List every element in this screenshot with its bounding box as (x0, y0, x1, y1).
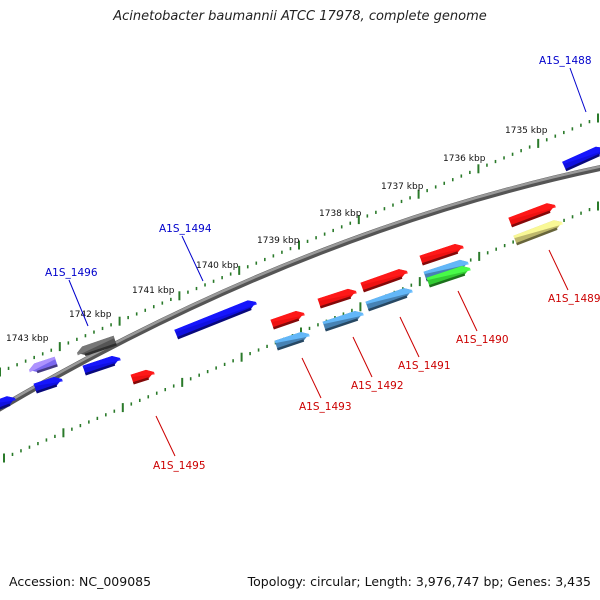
gene-label-a1s-1490: A1S_1490 (456, 334, 509, 346)
tick-label-1736: 1736 kbp (443, 154, 486, 164)
gene-forward-arrow (82, 355, 121, 376)
gene-a1s-1489-arrow (508, 203, 556, 228)
accession-label: Accession: NC_009085 (9, 574, 152, 589)
gene-label-a1s-1495: A1S_1495 (153, 460, 206, 472)
map-title: Acinetobacter baumannii ATCC 17978, comp… (113, 9, 487, 24)
leader-a1s-1488 (569, 67, 587, 113)
gene-forward-arrow (33, 376, 63, 394)
leader-a1s-1492 (352, 336, 373, 378)
gene-green-arrow (426, 265, 471, 288)
gene-a1s-1488-arrow (562, 146, 600, 172)
gene-a1s-1492-arrow (317, 288, 357, 309)
gene-label-a1s-1492: A1S_1492 (351, 380, 404, 392)
gene-violet-arrow (29, 356, 58, 374)
genome-backbone (0, 165, 600, 412)
gene-khaki-arrow (513, 220, 563, 246)
tick-label-1740: 1740 kbp (196, 261, 239, 271)
gene-features (0, 146, 600, 410)
gene-steel-arrow (322, 310, 364, 332)
tick-label-1738: 1738 kbp (319, 209, 362, 219)
topology-summary: Topology: circular; Length: 3,976,747 bp… (247, 574, 591, 589)
kbp-tick-labels: 1735 kbp 1736 kbp 1737 kbp 1738 kbp 1739 kbp… (6, 126, 548, 344)
tick-label-1742: 1742 kbp (69, 310, 112, 320)
gene-a1s-1493-arrow (270, 311, 305, 330)
gene-a1s-1494-arrow (174, 300, 257, 340)
leader-a1s-1491 (399, 316, 420, 358)
gene-label-a1s-1491: A1S_1491 (398, 360, 451, 372)
gene-a1s-1496-arrow (77, 335, 117, 357)
leader-a1s-1494 (181, 235, 204, 282)
gene-steel-arrow (274, 331, 310, 351)
leader-a1s-1495 (155, 415, 176, 457)
leader-a1s-1489 (548, 249, 569, 291)
gene-label-a1s-1489: A1S_1489 (548, 293, 600, 305)
gene-steel-arrow (365, 288, 413, 312)
outer-tick-track (0, 113, 599, 377)
gene-a1s-1495-arrow (130, 369, 155, 385)
gene-a1s-1491-arrow (360, 269, 408, 293)
gene-label-leaders (68, 67, 587, 457)
gene-forward-arrow (0, 396, 16, 410)
leader-a1s-1496 (68, 279, 89, 327)
gene-label-a1s-1488: A1S_1488 (539, 55, 592, 67)
gene-label-a1s-1493: A1S_1493 (299, 401, 352, 413)
leader-a1s-1490 (457, 290, 478, 332)
tick-label-1741: 1741 kbp (132, 286, 175, 296)
gene-label-a1s-1494: A1S_1494 (159, 223, 212, 235)
gene-a1s-1490-arrow (419, 243, 464, 266)
tick-label-1743: 1743 kbp (6, 334, 49, 344)
leader-a1s-1493 (301, 357, 322, 399)
tick-label-1737: 1737 kbp (381, 182, 424, 192)
gene-label-a1s-1496: A1S_1496 (45, 267, 98, 279)
tick-label-1739: 1739 kbp (257, 236, 300, 246)
tick-label-1735: 1735 kbp (505, 126, 548, 136)
gene-labels: A1S_1488 A1S_1494 A1S_1496 A1S_1489 A1S_1490… (45, 55, 600, 472)
